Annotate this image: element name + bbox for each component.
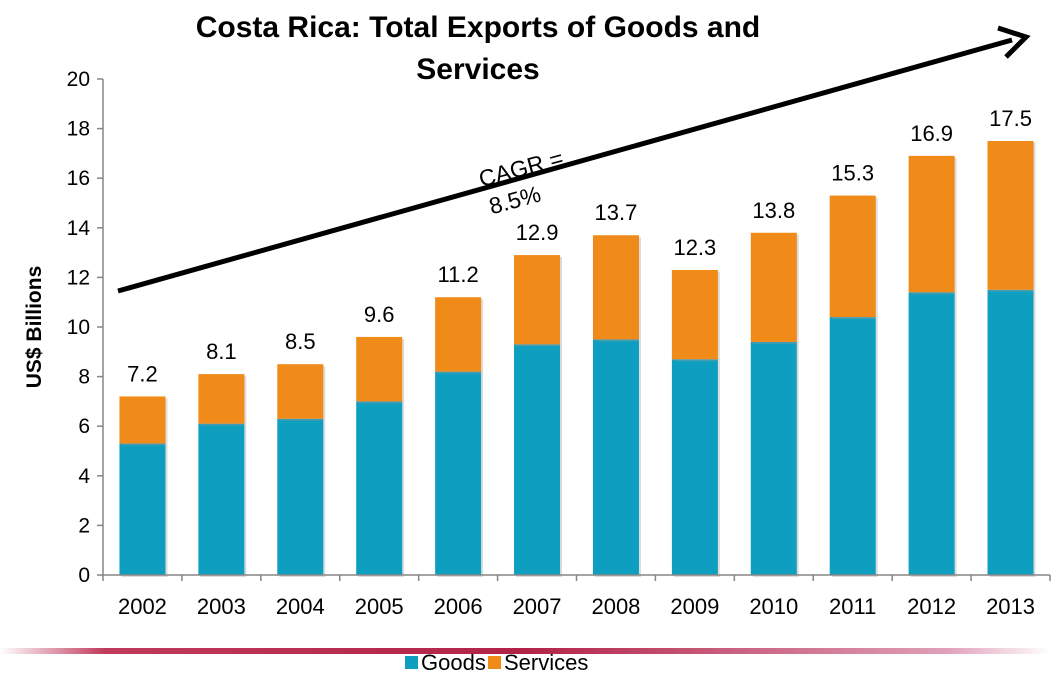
x-tick-label: 2013 bbox=[986, 594, 1035, 619]
y-axis: 0 2 4 6 8 10 12 14 16 18 20 bbox=[67, 68, 104, 587]
x-tick-label: 2012 bbox=[907, 594, 956, 619]
total-labels-group: 7.2 8.1 8.5 9.6 11.2 12.9 13.7 12.3 13.8 15.3 16.9… bbox=[127, 106, 1032, 386]
bar-services-2002 bbox=[119, 396, 166, 444]
chart-title-line-2: Services bbox=[416, 53, 539, 86]
total-label-2011: 15.3 bbox=[831, 161, 874, 186]
y-tick-label: 8 bbox=[78, 366, 90, 389]
bar-services-2004 bbox=[277, 364, 324, 419]
y-tick-label: 6 bbox=[78, 415, 90, 438]
total-label-2010: 13.8 bbox=[752, 198, 795, 223]
x-tick-label: 2004 bbox=[276, 594, 325, 619]
cagr-arrow-head bbox=[997, 25, 1031, 59]
y-tick-label: 16 bbox=[67, 167, 90, 190]
x-tick-label: 2007 bbox=[513, 594, 562, 619]
total-label-2003: 8.1 bbox=[206, 339, 237, 364]
y-tick-label: 10 bbox=[67, 316, 90, 339]
x-tick-label: 2010 bbox=[749, 594, 798, 619]
legend-swatch-services bbox=[488, 656, 501, 669]
x-axis: 2002 2003 2004 2005 2006 2007 2008 2009 2010 2011… bbox=[102, 574, 1051, 619]
bar-goods-2004 bbox=[277, 418, 324, 575]
x-tick-label: 2005 bbox=[355, 594, 404, 619]
legend-label-goods: Goods bbox=[421, 650, 486, 673]
x-tick-label: 2006 bbox=[434, 594, 483, 619]
total-label-2007: 12.9 bbox=[516, 220, 559, 245]
bar-goods-2003 bbox=[198, 423, 245, 575]
y-tick-label: 0 bbox=[78, 564, 90, 587]
bar-services-2012 bbox=[908, 155, 955, 293]
legend: Goods Services bbox=[405, 650, 588, 673]
total-label-2006: 11.2 bbox=[438, 262, 479, 287]
bar-services-2010 bbox=[750, 232, 797, 342]
bar-goods-2006 bbox=[435, 371, 482, 575]
y-tick-label: 14 bbox=[67, 217, 91, 240]
bar-goods-2010 bbox=[750, 341, 797, 575]
bar-goods-2007 bbox=[514, 344, 561, 575]
total-label-2012: 16.9 bbox=[910, 121, 953, 146]
cagr-arrow bbox=[117, 25, 1031, 294]
footer-band bbox=[0, 648, 1051, 654]
total-label-2013: 17.5 bbox=[989, 106, 1032, 131]
bar-services-2003 bbox=[198, 374, 245, 424]
legend-swatch-goods bbox=[405, 656, 418, 669]
bar-goods-2012 bbox=[908, 292, 955, 575]
bar-goods-2013 bbox=[987, 289, 1034, 575]
bars-group bbox=[119, 141, 1036, 577]
bar-services-2006 bbox=[435, 297, 482, 372]
x-tick-label: 2009 bbox=[670, 594, 719, 619]
legend-label-services: Services bbox=[504, 650, 588, 673]
cagr-annotation: CAGR = 8.5% bbox=[476, 145, 566, 220]
total-label-2004: 8.5 bbox=[285, 329, 316, 354]
x-tick-label: 2002 bbox=[118, 594, 167, 619]
total-label-2008: 13.7 bbox=[595, 200, 638, 225]
y-tick-label: 18 bbox=[67, 118, 90, 141]
bar-services-2011 bbox=[829, 195, 876, 318]
bar-services-2009 bbox=[671, 269, 718, 360]
bar-goods-2005 bbox=[356, 401, 403, 575]
x-tick-label: 2011 bbox=[829, 594, 876, 619]
bar-services-2008 bbox=[592, 235, 639, 340]
x-tick-label: 2003 bbox=[197, 594, 246, 619]
x-tick-label: 2008 bbox=[591, 594, 640, 619]
y-tick-label: 20 bbox=[67, 68, 90, 91]
bar-goods-2009 bbox=[671, 359, 718, 575]
y-tick-label: 4 bbox=[78, 465, 90, 488]
chart-title-line-1: Costa Rica: Total Exports of Goods and bbox=[196, 11, 761, 44]
y-axis-label: US$ Billions bbox=[23, 266, 46, 389]
total-label-2009: 12.3 bbox=[673, 235, 716, 260]
bar-services-2013 bbox=[987, 141, 1034, 290]
cagr-arrow-line bbox=[117, 37, 1013, 294]
bar-goods-2011 bbox=[829, 317, 876, 575]
y-tick-label: 12 bbox=[67, 266, 90, 289]
total-label-2005: 9.6 bbox=[364, 302, 395, 327]
total-label-2002: 7.2 bbox=[127, 361, 158, 386]
bar-goods-2008 bbox=[592, 339, 639, 575]
bar-services-2005 bbox=[356, 336, 403, 402]
y-tick-label: 2 bbox=[78, 514, 90, 537]
bar-services-2007 bbox=[514, 255, 561, 345]
bar-goods-2002 bbox=[119, 443, 166, 575]
